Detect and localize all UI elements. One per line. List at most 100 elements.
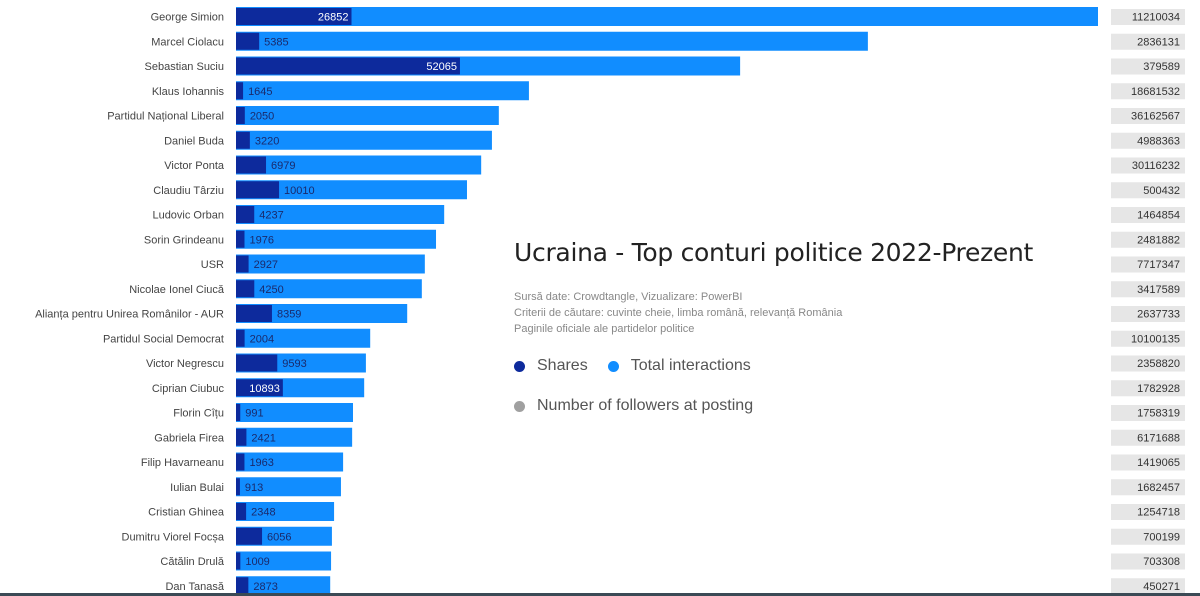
bar-shares — [236, 8, 352, 25]
bar-shares — [236, 503, 247, 520]
category-label: Marcel Ciolacu — [151, 36, 224, 48]
shares-data-label: 9593 — [282, 358, 306, 370]
category-label: Nicolae Ionel Ciucă — [129, 284, 225, 296]
shares-data-label: 913 — [245, 482, 263, 494]
legend-dot-followers — [514, 400, 525, 412]
category-label: Cristian Ghinea — [148, 507, 225, 519]
category-label: Partidul Social Democrat — [103, 333, 224, 345]
bar-total-interactions — [236, 452, 344, 472]
shares-data-label: 2873 — [253, 581, 277, 593]
bar-total-interactions — [236, 279, 422, 299]
bar-shares — [236, 57, 460, 75]
followers-value: 703308 — [1143, 556, 1180, 568]
bar-shares — [236, 82, 244, 100]
subtitle-source: Sursă date: Crowdtangle, Vizualizare: Po… — [514, 291, 743, 303]
category-label: Cătălin Drulă — [160, 556, 224, 568]
followers-value: 450271 — [1143, 581, 1180, 593]
followers-value: 2358820 — [1137, 358, 1180, 370]
followers-value: 1682457 — [1137, 482, 1180, 494]
shares-data-label: 6056 — [267, 531, 291, 543]
category-label: Claudiu Târziu — [153, 185, 224, 197]
category-label: Ciprian Ciubuc — [152, 383, 225, 395]
legend-dot-shares — [514, 360, 525, 372]
shares-data-label: 6979 — [271, 160, 295, 172]
bar-total-interactions — [236, 180, 467, 200]
followers-cell — [1111, 231, 1185, 248]
category-label: Victor Ponta — [164, 160, 225, 172]
followers-value: 500432 — [1143, 185, 1180, 197]
legend-label-followers: Number of followers at posting — [537, 397, 754, 414]
followers-value: 7717347 — [1137, 259, 1180, 271]
followers-cell — [1111, 330, 1185, 347]
bar-shares — [236, 156, 267, 174]
followers-cell — [1111, 504, 1185, 520]
shares-data-label: 1976 — [249, 234, 273, 246]
bar-shares — [236, 305, 272, 322]
followers-cell — [1111, 83, 1185, 100]
followers-cell — [1111, 429, 1185, 446]
category-label: Iulian Bulai — [170, 482, 224, 494]
bar-shares — [236, 181, 280, 199]
shares-data-label: 10010 — [284, 185, 315, 197]
shares-data-label: 3220 — [255, 135, 279, 147]
followers-cell — [1111, 207, 1185, 223]
shares-data-label: 10893 — [249, 383, 280, 395]
followers-cell — [1111, 108, 1185, 124]
shares-data-label: 2421 — [251, 432, 275, 444]
shares-data-label: 2348 — [251, 507, 275, 519]
legend-item-shares[interactable]: Shares — [514, 357, 588, 375]
legend-item-total-interactions[interactable]: Total interactions — [607, 357, 751, 375]
bar-total-interactions — [236, 551, 332, 571]
followers-cell — [1111, 281, 1185, 298]
category-label: Dan Tanasă — [165, 581, 224, 593]
followers-value: 700199 — [1143, 531, 1180, 543]
followers-value: 2637733 — [1137, 309, 1180, 321]
bar-total-interactions — [236, 155, 482, 175]
followers-value: 2836131 — [1137, 36, 1180, 48]
followers-value: 18681532 — [1131, 86, 1180, 98]
category-label: Sorin Grindeanu — [144, 234, 224, 246]
shares-data-label: 26852 — [318, 12, 349, 24]
bar-total-interactions — [236, 403, 353, 422]
bar-total-interactions — [236, 502, 335, 521]
legend-label-shares: Shares — [537, 357, 588, 374]
shares-data-label: 991 — [245, 408, 263, 420]
chart-info-panel: Ucraina - Top conturi politice 2022-Prez… — [514, 238, 1033, 415]
followers-cell — [1111, 380, 1185, 397]
bar-shares — [236, 329, 245, 347]
category-label: Gabriela Firea — [154, 432, 225, 444]
followers-cell — [1111, 405, 1185, 421]
shares-data-label: 4237 — [259, 210, 283, 222]
bar-total-interactions — [236, 229, 437, 249]
category-label: Filip Havarneanu — [141, 457, 224, 469]
shares-data-label: 1009 — [245, 556, 269, 568]
followers-cell — [1111, 528, 1185, 545]
followers-cell — [1111, 157, 1185, 174]
category-label: Ludovic Orban — [152, 210, 224, 222]
followers-value: 1782928 — [1137, 383, 1180, 395]
followers-value: 1758319 — [1137, 408, 1180, 420]
subtitle-criteria: Criterii de căutare: cuvinte cheie, limb… — [514, 307, 843, 319]
bar-total-interactions — [236, 477, 341, 497]
bar-total-interactions — [236, 106, 499, 125]
followers-cell — [1111, 479, 1185, 496]
shares-data-label: 5385 — [264, 36, 288, 48]
followers-value: 4988363 — [1137, 135, 1180, 147]
followers-cell — [1111, 355, 1185, 372]
followers-cell — [1111, 132, 1185, 149]
category-label: Sebastian Suciu — [145, 61, 225, 73]
bar-shares — [236, 577, 249, 595]
followers-value: 3417589 — [1137, 284, 1180, 296]
subtitle-pages: Paginile oficiale ale partidelor politic… — [514, 323, 695, 335]
followers-cell — [1111, 553, 1185, 570]
bar-shares — [236, 552, 241, 570]
category-label: Daniel Buda — [164, 135, 225, 147]
shares-data-label: 8359 — [277, 309, 301, 321]
followers-cell — [1111, 33, 1185, 50]
followers-value: 10100135 — [1131, 333, 1180, 345]
followers-cell — [1111, 306, 1185, 322]
followers-value: 2481882 — [1137, 234, 1180, 246]
followers-cell — [1111, 58, 1185, 75]
legend-item-followers[interactable]: Number of followers at posting — [514, 397, 753, 415]
followers-value: 379589 — [1143, 61, 1180, 73]
